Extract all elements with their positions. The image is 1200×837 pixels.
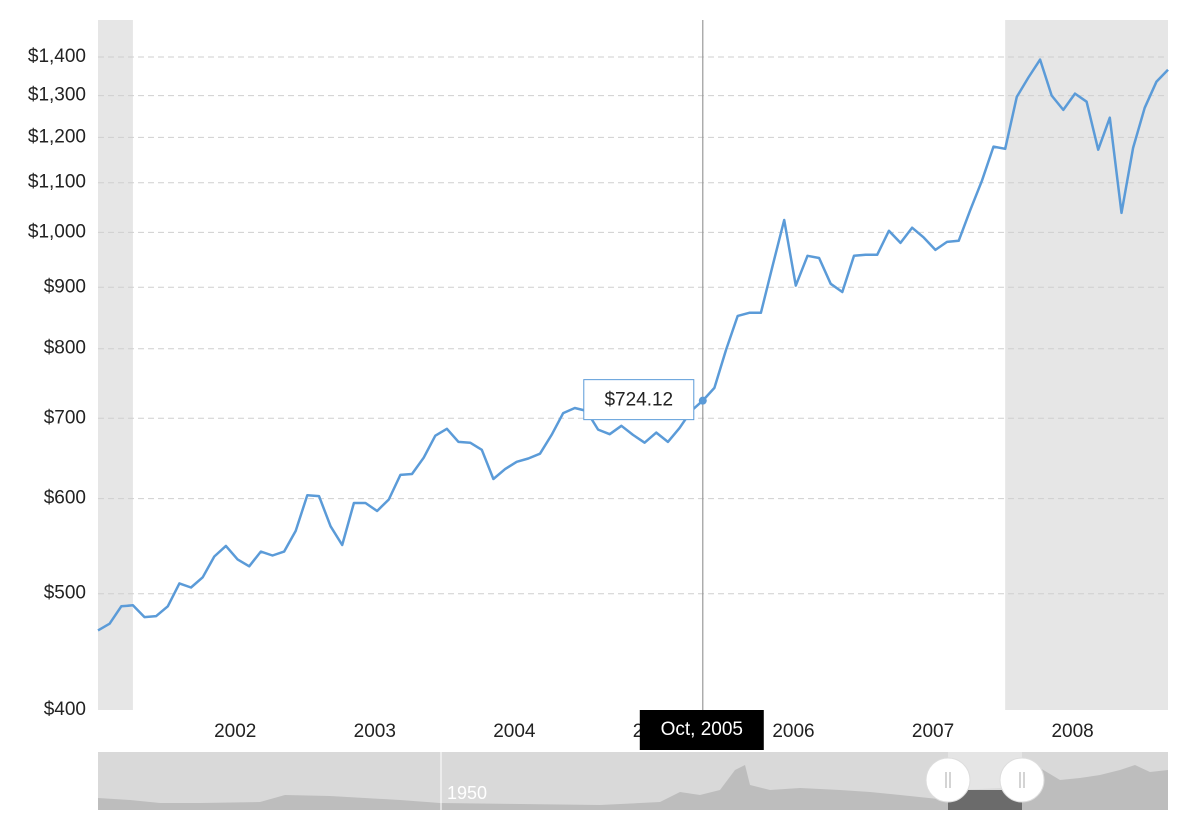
shade-layer (98, 20, 1168, 710)
shaded-range (98, 20, 133, 710)
tooltip-layer: $724.12 Oct, 2005 (583, 20, 764, 750)
navigator-area (98, 765, 1168, 810)
tooltip-value: $724.12 (604, 390, 673, 411)
x-tick-label: 2004 (493, 721, 536, 742)
y-tick-label: $700 (44, 407, 86, 428)
navigator[interactable]: 1950 (98, 752, 1168, 810)
tooltip-box (583, 379, 695, 421)
x-tick-label: 2006 (772, 721, 814, 742)
navigator-window-base (948, 790, 1022, 810)
navigator-handle[interactable] (999, 757, 1045, 803)
y-tick-label: $800 (44, 338, 86, 359)
shaded-range (1005, 20, 1168, 710)
x-tick-label: 2008 (1051, 721, 1093, 742)
y-tick-label: $900 (44, 276, 86, 297)
grid-layer: $400 $500 $600 $700 $800 $900 $1,000 $1,100 $1,2… (28, 46, 1168, 742)
data-line (97, 58, 1169, 632)
navigator-label: 1950 (447, 783, 487, 803)
tooltip-date: Oct, 2005 (661, 719, 743, 740)
y-tick-label: $1,200 (28, 126, 86, 147)
tooltip-point (698, 396, 707, 405)
y-tick-label: $500 (44, 583, 86, 604)
x-tick-label: 2007 (912, 721, 954, 742)
tooltip-date-box (639, 710, 764, 750)
y-tick-label: $400 (44, 699, 86, 720)
y-tick-label: $1,000 (28, 221, 86, 242)
y-tick-label: $600 (44, 488, 86, 509)
navigator-handle[interactable] (925, 757, 971, 803)
y-tick-label: $1,100 (28, 172, 86, 193)
y-tick-label: $1,300 (28, 85, 86, 106)
x-tick-label: 2003 (354, 721, 396, 742)
x-tick-label: 2002 (214, 721, 256, 742)
plot-layer (97, 58, 1169, 632)
y-tick-label: $1,400 (28, 46, 86, 67)
